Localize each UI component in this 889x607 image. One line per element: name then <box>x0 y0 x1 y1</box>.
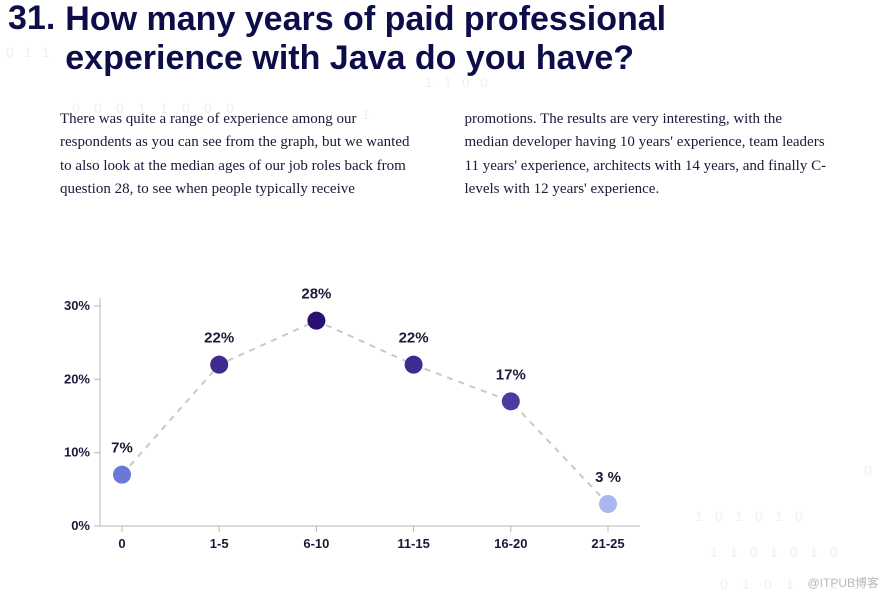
x-tick-label: 21-25 <box>591 536 624 551</box>
data-point <box>210 356 228 374</box>
body-text: There was quite a range of experience am… <box>0 78 889 201</box>
x-tick-label: 16-20 <box>494 536 527 551</box>
data-point <box>599 495 617 513</box>
bg-digit: 0 <box>750 544 758 560</box>
point-label: 17% <box>496 366 526 383</box>
bg-digit: 1 <box>786 576 794 592</box>
x-tick-label: 1-5 <box>210 536 229 551</box>
data-point <box>113 466 131 484</box>
data-point <box>502 392 520 410</box>
point-label: 22% <box>399 330 429 347</box>
y-tick-label: 30% <box>64 298 90 313</box>
x-tick-label: 11-15 <box>397 536 430 551</box>
bg-digit: 0 <box>864 462 872 478</box>
bg-digit: 0 <box>764 576 772 592</box>
question-title: How many years of paid professional expe… <box>65 0 805 78</box>
y-tick-label: 0% <box>71 518 90 533</box>
bg-digit: 0 <box>790 544 798 560</box>
question-number: 31. <box>8 0 55 37</box>
bg-digit: 1 <box>730 544 738 560</box>
bg-digit: 0 <box>720 576 728 592</box>
bg-digit: 0 <box>715 508 723 524</box>
x-tick-label: 0 <box>118 536 125 551</box>
watermark: @ITPUB博客 <box>807 574 879 591</box>
bg-digit: 0 <box>795 508 803 524</box>
bg-digit: 1 <box>810 544 818 560</box>
bg-digit: 1 <box>775 508 783 524</box>
bg-digit: 1 <box>710 544 718 560</box>
bg-digit: 1 <box>742 576 750 592</box>
bg-digit: 0 <box>755 508 763 524</box>
chart-svg: 0% 10% 20% 30% 0 1-5 6-10 11-15 16-20 21-25 7% 22% 2… <box>60 286 650 566</box>
bg-digit: 1 <box>695 508 703 524</box>
point-label: 3 % <box>595 469 621 486</box>
bg-digit: 0 <box>830 544 838 560</box>
bg-digit: 1 <box>735 508 743 524</box>
y-tick-label: 10% <box>64 445 90 460</box>
experience-chart: 0% 10% 20% 30% 0 1-5 6-10 11-15 16-20 21-25 7% 22% 2… <box>60 286 650 566</box>
x-tick-label: 6-10 <box>303 536 329 551</box>
data-point <box>405 356 423 374</box>
bg-digit: 1 <box>770 544 778 560</box>
question-header: 31. How many years of paid professional … <box>0 0 889 78</box>
point-label: 7% <box>111 440 133 457</box>
point-label: 22% <box>204 330 234 347</box>
data-point <box>307 312 325 330</box>
point-label: 28% <box>301 286 331 303</box>
chart-line <box>122 321 608 504</box>
y-tick-label: 20% <box>64 371 90 386</box>
